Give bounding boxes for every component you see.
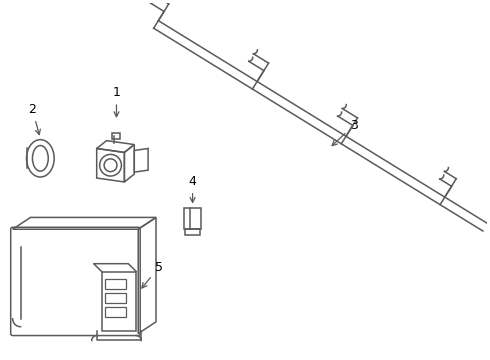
Text: 5: 5	[142, 261, 163, 288]
Text: 3: 3	[332, 119, 358, 146]
Text: 1: 1	[113, 86, 121, 117]
Bar	[104, 279, 126, 289]
Bar	[184, 208, 201, 229]
Bar	[104, 307, 126, 317]
Bar	[185, 229, 199, 235]
Bar	[104, 293, 126, 303]
Text: 2: 2	[28, 103, 40, 135]
Text: 4: 4	[189, 175, 196, 202]
Bar	[112, 133, 121, 139]
